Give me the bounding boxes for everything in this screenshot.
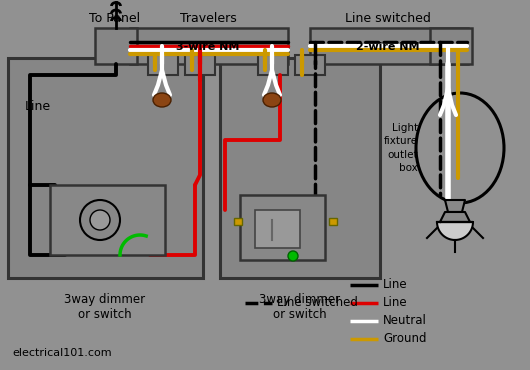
Text: Light
fixture
outlet
box: Light fixture outlet box (384, 123, 418, 173)
Circle shape (288, 251, 298, 261)
Bar (240, 195, 325, 260)
Ellipse shape (263, 93, 281, 107)
Polygon shape (437, 222, 473, 240)
Bar (148, 55, 178, 75)
Text: To Panel: To Panel (90, 12, 140, 25)
Bar (329, 218, 337, 225)
Text: Line switched: Line switched (345, 12, 431, 25)
Ellipse shape (153, 93, 171, 107)
Polygon shape (445, 200, 465, 212)
Text: Line: Line (25, 100, 51, 113)
Text: 3way dimmer
or switch: 3way dimmer or switch (65, 293, 146, 321)
Text: Ground: Ground (383, 333, 427, 346)
Bar (185, 55, 215, 75)
Circle shape (80, 200, 120, 240)
Bar (255, 210, 300, 248)
Circle shape (90, 210, 110, 230)
Text: Travelers: Travelers (180, 12, 236, 25)
Text: Line: Line (383, 279, 408, 292)
Text: 3way dimmer
or switch: 3way dimmer or switch (260, 293, 341, 321)
Text: Neutral: Neutral (383, 314, 427, 327)
Text: 2-wire NM: 2-wire NM (356, 42, 420, 52)
Bar (50, 185, 165, 255)
Bar (8, 58, 203, 278)
Text: electrical101.com: electrical101.com (12, 348, 112, 358)
Text: 3-wire NM: 3-wire NM (176, 42, 240, 52)
Bar (295, 55, 325, 75)
Bar (95, 28, 137, 64)
Text: Line: Line (383, 296, 408, 309)
Bar (234, 218, 242, 225)
Bar (430, 28, 472, 64)
Bar (310, 28, 468, 64)
Polygon shape (440, 212, 470, 222)
Text: Line switched: Line switched (277, 296, 358, 309)
Bar (258, 55, 288, 75)
Bar (220, 58, 380, 278)
Bar (130, 28, 288, 64)
